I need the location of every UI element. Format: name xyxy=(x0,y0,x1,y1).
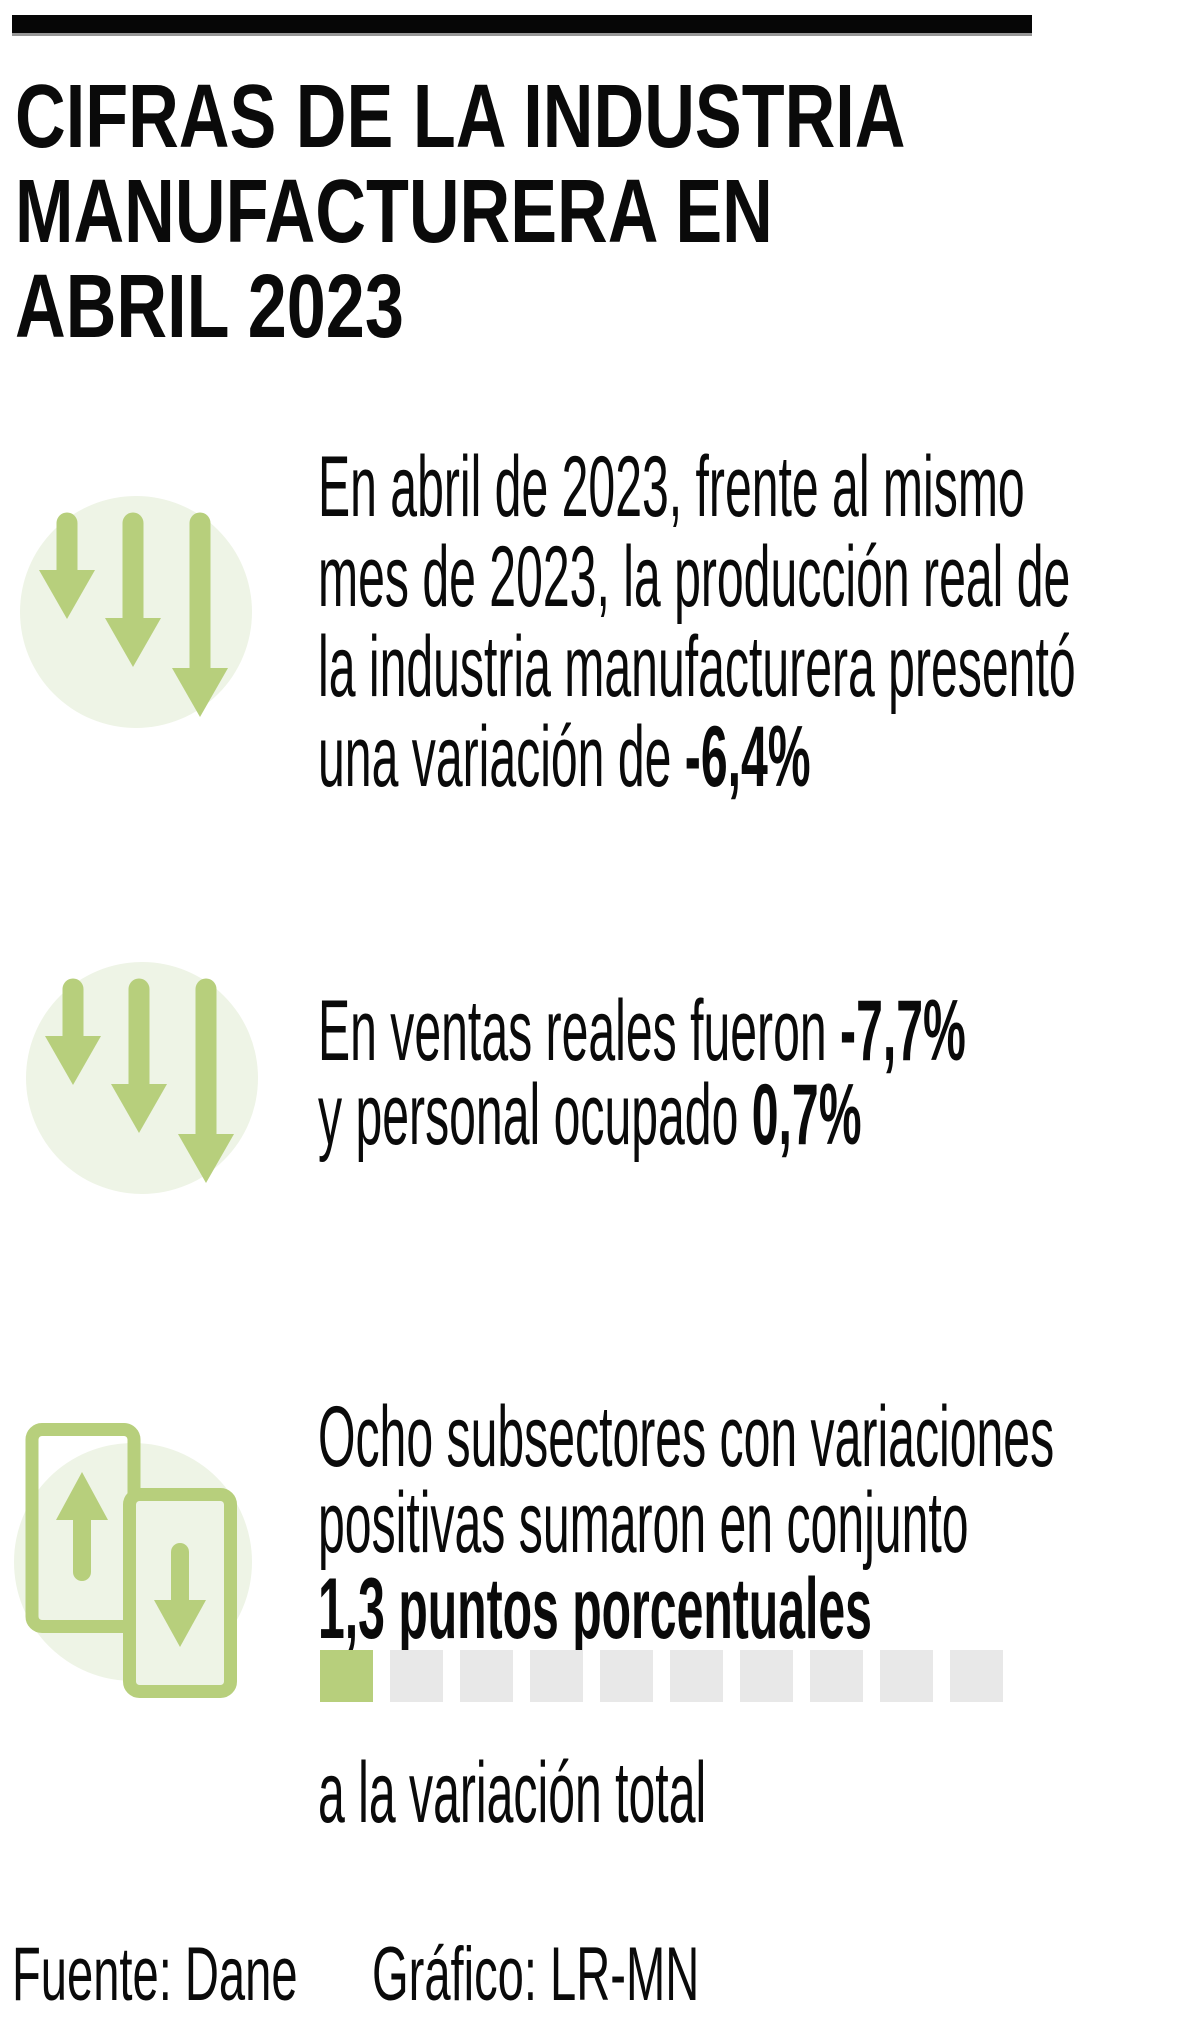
text-segment: mes de 2023, la producción real de xyxy=(318,529,1071,625)
text-line: mes de 2023, la producción real de xyxy=(318,532,1076,622)
text-line: a la variación total xyxy=(318,1750,706,1836)
highlight-value: 1,3 puntos porcentuales xyxy=(318,1561,872,1657)
page-title: CIFRAS DE LA INDUSTRIA MANUFACTURERA EN AB… xyxy=(15,70,905,355)
progress-square-empty xyxy=(950,1650,1003,1702)
down-arrow-short-head xyxy=(39,570,95,619)
up-down-cards-icon xyxy=(14,1423,252,1698)
highlight-value: 0,7% xyxy=(751,1067,862,1163)
text-line: En abril de 2023, frente al mismo xyxy=(318,442,1076,532)
progress-square-filled xyxy=(320,1650,373,1702)
text-line: CIFRAS DE LA INDUSTRIA xyxy=(15,67,906,167)
text-line: la industria manufacturera presentó xyxy=(318,622,1076,712)
text-segment: Ocho subsectores con variaciones xyxy=(318,1389,1055,1485)
footer-source: Fuente: Dane xyxy=(12,1932,298,2017)
text-segment: En abril de 2023, frente al mismo xyxy=(318,439,1025,535)
text-segment: la industria manufacturera presentó xyxy=(318,619,1076,715)
progress-square-empty xyxy=(880,1650,933,1702)
subsectors-text: Ocho subsectores con variaciones positiva… xyxy=(318,1394,1054,1652)
variation-total-note: a la variación total xyxy=(318,1750,706,1836)
text-line: una variación de -6,4% xyxy=(318,712,1076,802)
progress-square-empty xyxy=(810,1650,863,1702)
progress-square-empty xyxy=(390,1650,443,1702)
progress-square-empty xyxy=(670,1650,723,1702)
up-arrow-head xyxy=(56,1472,108,1520)
text-segment: positivas sumaron en conjunto xyxy=(318,1475,969,1571)
progress-square-empty xyxy=(600,1650,653,1702)
text-line: y personal ocupado 0,7% xyxy=(318,1072,966,1158)
text-segment: y personal ocupado xyxy=(318,1067,752,1163)
production-variation-text: En abril de 2023, frente al mismo mes de … xyxy=(318,442,1076,802)
down-arrow-long-head xyxy=(172,668,228,717)
progress-square-empty xyxy=(740,1650,793,1702)
down-arrow-medium-head xyxy=(111,1084,167,1133)
down-arrows-icon xyxy=(26,962,258,1194)
text-segment: a la variación total xyxy=(318,1745,707,1841)
contribution-progress xyxy=(320,1650,1003,1702)
text-line: positivas sumaron en conjunto xyxy=(318,1480,1054,1566)
highlight-value: -6,4% xyxy=(684,709,811,805)
progress-square-empty xyxy=(460,1650,513,1702)
text-segment: una variación de xyxy=(318,709,685,805)
highlight-value: -7,7% xyxy=(840,983,966,1079)
progress-square-empty xyxy=(530,1650,583,1702)
down-arrow-medium-head xyxy=(105,618,161,667)
text-line: En ventas reales fueron -7,7% xyxy=(318,988,966,1074)
sales-employment-text: En ventas reales fueron -7,7% y personal … xyxy=(318,988,966,1158)
down-arrow-short-head xyxy=(45,1036,101,1085)
text-segment: En ventas reales fueron xyxy=(318,983,841,1079)
text-line: ABRIL 2023 xyxy=(15,257,404,357)
text-line: Ocho subsectores con variaciones xyxy=(318,1394,1054,1480)
top-accent-underline xyxy=(12,33,1032,36)
footer-credit: Gráfico: LR-MN xyxy=(372,1932,700,2017)
down-arrows-icon xyxy=(20,496,252,728)
top-accent-bar xyxy=(12,15,1032,33)
down-arrow-long-head xyxy=(178,1134,234,1183)
text-line: 1,3 puntos porcentuales xyxy=(318,1566,1054,1652)
down-arrow-head xyxy=(154,1600,206,1647)
text-line: MANUFACTURERA EN xyxy=(15,162,773,262)
